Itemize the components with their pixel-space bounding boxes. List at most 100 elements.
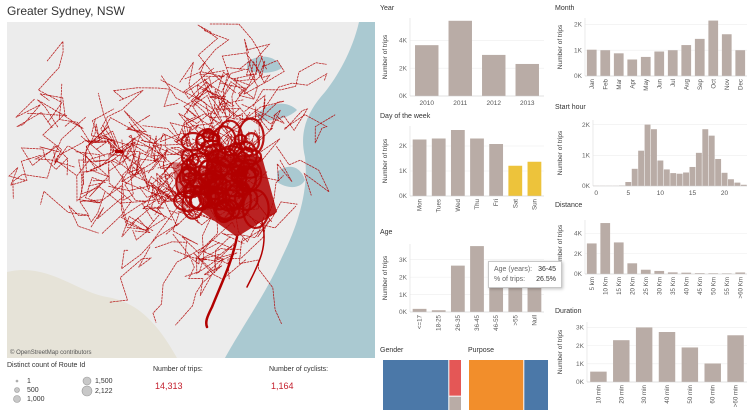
bar-19[interactable] bbox=[715, 158, 722, 186]
bar-May[interactable] bbox=[640, 56, 651, 76]
bar-2013[interactable] bbox=[515, 63, 539, 96]
route-map[interactable]: © OpenStreetMap contributors bbox=[7, 22, 375, 358]
bar-Apr[interactable] bbox=[627, 59, 638, 76]
bar-Feb[interactable] bbox=[600, 50, 611, 76]
bar-Mar[interactable] bbox=[613, 53, 624, 76]
bar-15Km[interactable] bbox=[613, 242, 624, 274]
bar-50Km[interactable] bbox=[708, 273, 719, 274]
bar-15[interactable] bbox=[689, 166, 696, 186]
duration-chart[interactable]: Number of trips 0K 1K 2K 3K 10 min 20 min 30 mi… bbox=[555, 318, 751, 412]
bar-60min[interactable] bbox=[704, 363, 721, 382]
gender-other-block[interactable] bbox=[449, 396, 461, 410]
bar-18[interactable] bbox=[708, 135, 715, 186]
x-tick-label: 0 bbox=[594, 190, 598, 197]
bar-25Km[interactable] bbox=[640, 269, 651, 274]
bar-Sep[interactable] bbox=[694, 38, 705, 76]
bar-2012[interactable] bbox=[482, 54, 506, 96]
purpose-treemap[interactable] bbox=[469, 360, 548, 410]
gender-male-block[interactable] bbox=[383, 360, 449, 410]
bar-3645[interactable] bbox=[470, 246, 484, 312]
x-tick-label: 15 Km bbox=[616, 277, 623, 295]
age-chart[interactable]: Number of trips 0K 1K 2K 3K <=17 18-25 26-35 36-… bbox=[380, 238, 548, 338]
bar-40Km[interactable] bbox=[681, 272, 692, 274]
bar-16[interactable] bbox=[695, 152, 702, 186]
bar-Thu[interactable] bbox=[470, 138, 484, 197]
bar-Aug[interactable] bbox=[681, 45, 692, 76]
distance-chart[interactable]: Number of trips 0K 2K 4K 5 km 10 Km 15 Km 20 Km… bbox=[555, 212, 751, 304]
purpose-block-b[interactable] bbox=[524, 360, 548, 410]
bar-40min[interactable] bbox=[658, 332, 676, 382]
map-attribution[interactable]: © OpenStreetMap contributors bbox=[10, 350, 92, 356]
bar-Tues[interactable] bbox=[431, 138, 446, 197]
bar-30Km[interactable] bbox=[654, 270, 665, 274]
bar-2011[interactable] bbox=[448, 20, 472, 96]
x-tick-label: Jun bbox=[656, 78, 663, 89]
bar-20[interactable] bbox=[721, 172, 728, 186]
bar-6[interactable] bbox=[631, 168, 638, 186]
bar-8[interactable] bbox=[644, 124, 651, 186]
bar-45Km[interactable] bbox=[694, 273, 705, 274]
bar-Jan[interactable] bbox=[586, 49, 597, 76]
x-tick-label: Jan bbox=[589, 78, 596, 89]
bar-50min[interactable] bbox=[681, 347, 699, 382]
purpose-block-a[interactable] bbox=[469, 360, 524, 410]
dow-chart[interactable]: Number of trips 0K 1K 2K Mon Tues Wed Thu Fri Sat… bbox=[380, 122, 548, 218]
x-tick-label: >60 min bbox=[733, 384, 740, 407]
bar-20min[interactable] bbox=[613, 340, 630, 382]
bar-Jun[interactable] bbox=[654, 51, 665, 76]
bar-Jul[interactable] bbox=[667, 50, 678, 76]
x-tick-label: Mon bbox=[417, 198, 424, 211]
bar-Sat[interactable] bbox=[508, 165, 523, 196]
bar-Nov[interactable] bbox=[721, 34, 732, 76]
bar-7[interactable] bbox=[638, 150, 645, 186]
bar-2010[interactable] bbox=[415, 45, 439, 96]
bar-5km[interactable] bbox=[586, 243, 597, 274]
bar-20Km[interactable] bbox=[627, 263, 638, 274]
x-tick-label: >60 Km bbox=[737, 277, 744, 299]
map-canvas[interactable] bbox=[7, 22, 375, 358]
bar-23[interactable] bbox=[740, 184, 747, 186]
map-park bbox=[7, 269, 177, 358]
gender-female-block[interactable] bbox=[449, 360, 461, 396]
x-tick-label: 26-35 bbox=[455, 314, 462, 330]
bar-10min[interactable] bbox=[590, 371, 607, 382]
hour-chart[interactable]: Number of trips 0K 1K 2K 0 5 10 15 20 bbox=[555, 114, 751, 198]
month-chart-title: Month bbox=[555, 5, 575, 12]
bar-10[interactable] bbox=[657, 160, 664, 186]
bar-2635[interactable] bbox=[450, 265, 465, 312]
bar-17[interactable] bbox=[702, 129, 709, 186]
bar-13[interactable] bbox=[676, 173, 683, 186]
bar-Mon[interactable] bbox=[412, 139, 427, 197]
y-axis-label: Number of trips bbox=[557, 224, 564, 269]
bar-5[interactable] bbox=[625, 182, 632, 186]
legend-label-2122: 2,122 bbox=[95, 388, 113, 395]
legend-circle-1500 bbox=[82, 376, 92, 386]
bar-60Km[interactable] bbox=[735, 272, 746, 274]
bar-35Km[interactable] bbox=[667, 272, 678, 274]
bar-30min[interactable] bbox=[635, 327, 653, 382]
bar-Sun[interactable] bbox=[527, 161, 542, 196]
bar-Dec[interactable] bbox=[735, 50, 746, 76]
bar-11[interactable] bbox=[663, 169, 670, 186]
y-axis-label: Number of trips bbox=[382, 255, 389, 300]
bar-9[interactable] bbox=[651, 129, 657, 186]
bar-60min[interactable] bbox=[727, 335, 744, 382]
month-chart[interactable]: Number of trips 0K 1K 2K Jan Feb Mar Apr May Jun J… bbox=[555, 14, 751, 100]
bar-Oct[interactable] bbox=[708, 20, 719, 76]
x-tick-label: 10 Km bbox=[602, 277, 609, 295]
bar-Wed[interactable] bbox=[450, 130, 465, 196]
bar-Fri[interactable] bbox=[489, 144, 504, 196]
bar-10Km[interactable] bbox=[600, 223, 611, 274]
bar-14[interactable] bbox=[683, 172, 689, 186]
bar-22[interactable] bbox=[734, 182, 741, 186]
tooltip-value-pct: 26.5% bbox=[536, 276, 556, 283]
bar-21[interactable] bbox=[728, 179, 734, 186]
year-chart[interactable]: Number of trips 0K 2K 4K 2010 2011 2012 2013 bbox=[380, 14, 548, 106]
bar-55Km[interactable] bbox=[721, 273, 732, 274]
x-tick-label: 36-45 bbox=[474, 314, 481, 330]
bar-17[interactable] bbox=[412, 308, 427, 312]
y-tick-label: 1K bbox=[576, 361, 585, 368]
bar-1825[interactable] bbox=[431, 310, 446, 312]
bar-12[interactable] bbox=[670, 173, 677, 186]
gender-treemap[interactable] bbox=[383, 360, 461, 410]
